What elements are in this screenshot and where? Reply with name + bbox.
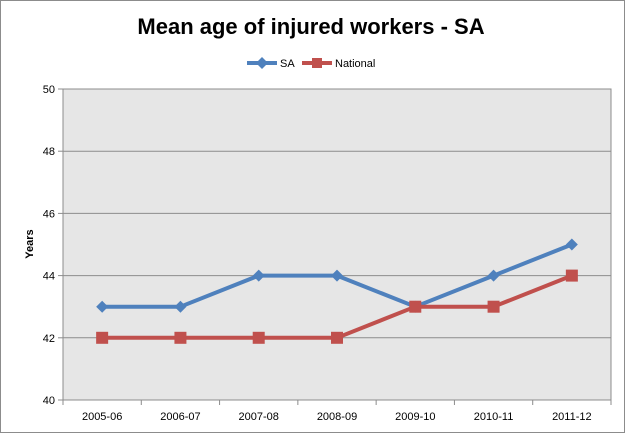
data-point-sa: [96, 300, 109, 313]
x-tick-label: 2011-12: [552, 411, 592, 423]
data-point-national: [331, 331, 343, 344]
data-point-national: [565, 269, 578, 282]
x-tick-label: 2010-11: [474, 411, 514, 423]
x-axis-ticks: 2005-06 2006-07 2007-08 2008-09 2009-10 2010-…: [62, 400, 612, 423]
x-tick-label: 2005-06: [82, 411, 122, 423]
x-tick-label: 2006-07: [160, 411, 200, 423]
y-axis-ticks: 40 42 44 46 48 50: [43, 84, 63, 407]
plot-area: [62, 88, 612, 401]
data-point-national: [252, 331, 265, 344]
legend: SA National: [247, 57, 375, 70]
data-point-national: [487, 300, 500, 313]
y-tick-label: 44: [43, 271, 55, 283]
data-point-national: [96, 331, 109, 344]
y-tick-label: 48: [43, 146, 55, 158]
data-point-national: [409, 300, 422, 313]
y-tick-label: 42: [43, 333, 55, 345]
legend-national-marker: [312, 58, 322, 68]
y-tick-label: 50: [43, 84, 55, 96]
series-national: [96, 269, 578, 344]
legend-sa-label: SA: [280, 58, 295, 70]
legend-item-national: National: [302, 58, 375, 70]
x-tick-label: 2008-09: [317, 411, 357, 423]
legend-national-label: National: [335, 58, 375, 70]
series-group: [96, 238, 578, 344]
y-tick-label: 40: [43, 395, 55, 407]
legend-item-sa: SA: [247, 57, 295, 70]
data-point-sa: [331, 269, 343, 282]
x-tick-label: 2009-10: [395, 411, 435, 423]
data-point-national: [174, 331, 187, 344]
data-point-sa: [252, 269, 265, 282]
legend-sa-marker: [256, 57, 268, 69]
chart-title: Mean age of injured workers - SA: [137, 14, 484, 39]
data-point-sa: [174, 300, 187, 313]
x-tick-label: 2007-08: [239, 411, 279, 423]
y-axis-title: Years: [24, 229, 36, 258]
data-point-sa: [565, 238, 578, 251]
data-point-sa: [487, 269, 500, 282]
y-tick-label: 46: [43, 208, 55, 220]
